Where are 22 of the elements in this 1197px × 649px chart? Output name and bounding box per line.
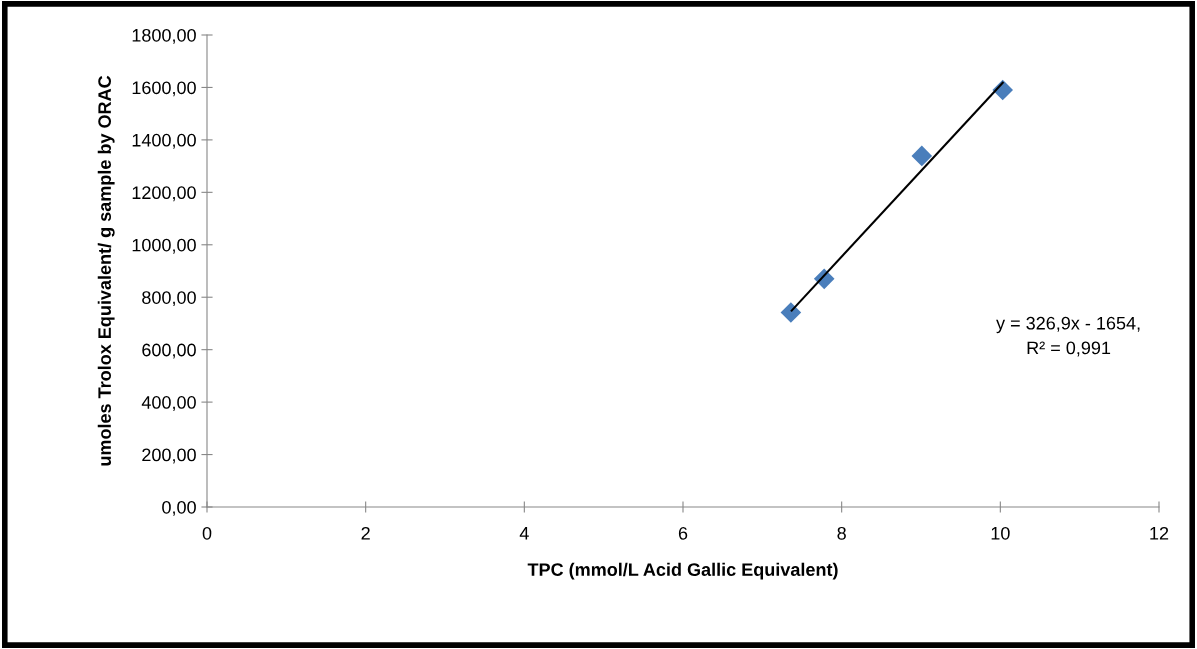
y-tick-label: 800,00 [142,291,196,307]
y-tick-label: 1000,00 [132,238,196,254]
x-tick-label: 6 [678,526,688,540]
y-tick-label: 1600,00 [132,81,196,97]
x-tick-label: 0 [202,526,212,540]
x-tick-label: 4 [519,527,529,540]
x-tick-label: 12 [1150,526,1169,540]
y-tick-label: 400,00 [141,396,196,411]
y-tick-label: 1200,00 [132,186,196,202]
annotation: y = 326,9x - 1654, R² = 0,991 [996,316,1140,357]
point [780,302,802,323]
y-tick-label: 0,00 [162,500,196,516]
x-axis-title: TPC (mmol/L Acid Gallic Equivalent) [527,562,838,580]
y-tick-label: 1400,00 [132,133,196,149]
y-tick-label: 1800,00 [132,28,196,44]
y-axis-title: umoles Trolox Equivalent/ g sample by ORAC [97,75,115,466]
y-tick-label: 200,00 [142,448,196,464]
x-tick-label: 8 [837,526,846,540]
x-tick-label: 2 [361,526,370,540]
y-tick-label: 600,00 [142,343,196,359]
point [911,145,933,167]
x-tick-label: 10 [991,526,1010,540]
